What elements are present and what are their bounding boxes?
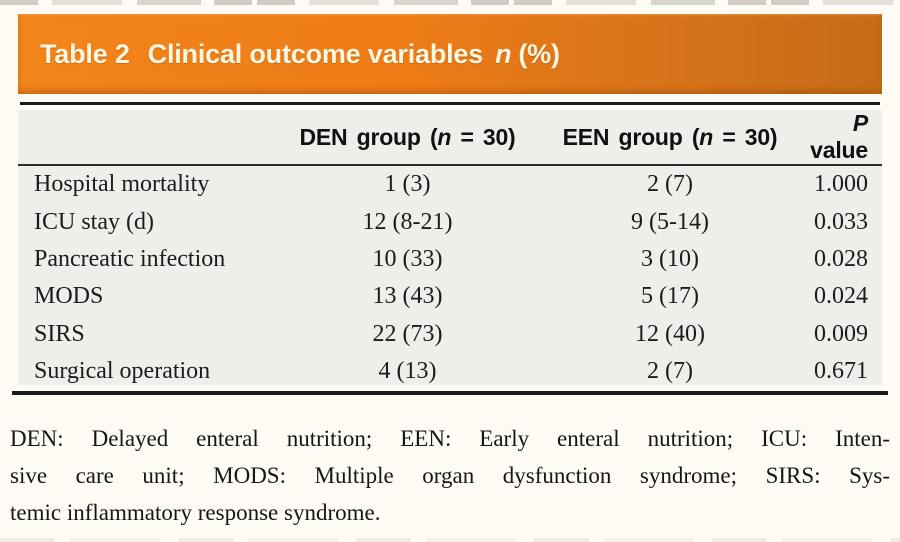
een-value: 2 (7) (647, 358, 693, 385)
row-label: Hospital mortality (34, 171, 210, 198)
header-den-group: DEN group (n = 30) (270, 110, 545, 166)
header-den-n-italic: n (437, 123, 452, 150)
row-label: MODS (34, 283, 104, 310)
row-label: ICU stay (d) (34, 208, 154, 235)
p-value: 0.024 (814, 283, 868, 310)
footnote-line: sive care unit; MODS: Multiple organ dys… (10, 463, 890, 488)
scan-artifact-bottom (0, 538, 900, 542)
een-value: 2 (7) (647, 171, 693, 198)
outcomes-table: DEN group (n = 30) EEN group (n = 30) P … (18, 110, 882, 390)
table-row: MODS 13 (43) 5 (17) 0.024 (18, 278, 882, 315)
een-value: 5 (17) (641, 283, 699, 310)
header-p-italic: P (852, 110, 868, 136)
table-top-rule (20, 102, 880, 105)
table-number-label: Table 2 (40, 38, 130, 69)
den-value: 13 (43) (372, 283, 443, 310)
title-percent-unit: (%) (518, 38, 560, 69)
table-row: Surgical operation 4 (13) 2 (7) 0.671 (18, 353, 882, 390)
header-p-post: value (810, 137, 868, 163)
den-value: 12 (8-21) (362, 208, 453, 235)
scan-artifact-top (0, 0, 900, 5)
table-row: SIRS 22 (73) 12 (40) 0.009 (18, 316, 882, 353)
p-value: 0.028 (814, 245, 868, 272)
header-een-post: = 30) (713, 123, 778, 150)
den-value: 10 (33) (372, 245, 443, 272)
den-value: 22 (73) (372, 320, 443, 347)
table-footnote: DEN: Delayed enteral nutrition; EEN: Ear… (10, 420, 890, 531)
p-value: 0.671 (814, 358, 868, 385)
header-den-pre: DEN group ( (299, 123, 438, 150)
den-value: 1 (3) (384, 171, 431, 198)
footnote-line: DEN: Delayed enteral nutrition; EEN: Ear… (10, 426, 890, 451)
een-value: 3 (10) (641, 245, 699, 272)
header-p-value: P value (795, 110, 882, 166)
row-label: Surgical operation (34, 358, 211, 385)
een-value: 12 (40) (635, 320, 705, 347)
outcomes-table-block: DEN group (n = 30) EEN group (n = 30) P … (18, 110, 882, 385)
table-title-bar: Table 2 Clinical outcome variables n (%) (18, 14, 882, 94)
p-value: 0.009 (814, 320, 868, 347)
den-value: 4 (13) (378, 358, 437, 385)
table-row: Hospital mortality 1 (3) 2 (7) 1.000 (18, 165, 882, 203)
title-n-italic: n (495, 38, 512, 69)
header-een-n-italic: n (699, 123, 714, 150)
table-bottom-rule (12, 391, 888, 395)
header-empty-cell (18, 110, 270, 166)
footnote-line: temic inflammatory response syndrome. (10, 500, 381, 525)
row-label: SIRS (34, 320, 85, 347)
een-value: 9 (5-14) (631, 208, 709, 235)
p-value: 0.033 (814, 208, 868, 235)
header-den-post: = 30) (451, 123, 516, 150)
table-row: ICU stay (d) 12 (8-21) 9 (5-14) 0.033 (18, 203, 882, 240)
table-row: Pancreatic infection 10 (33) 3 (10) 0.02… (18, 241, 882, 278)
header-een-pre: EEN group ( (562, 123, 700, 150)
p-value: 1.000 (814, 171, 868, 198)
header-een-group: EEN group (n = 30) (545, 110, 795, 166)
row-label: Pancreatic infection (34, 245, 226, 272)
table-title-text: Clinical outcome variables (147, 38, 484, 69)
header-row: DEN group (n = 30) EEN group (n = 30) P … (18, 110, 882, 166)
